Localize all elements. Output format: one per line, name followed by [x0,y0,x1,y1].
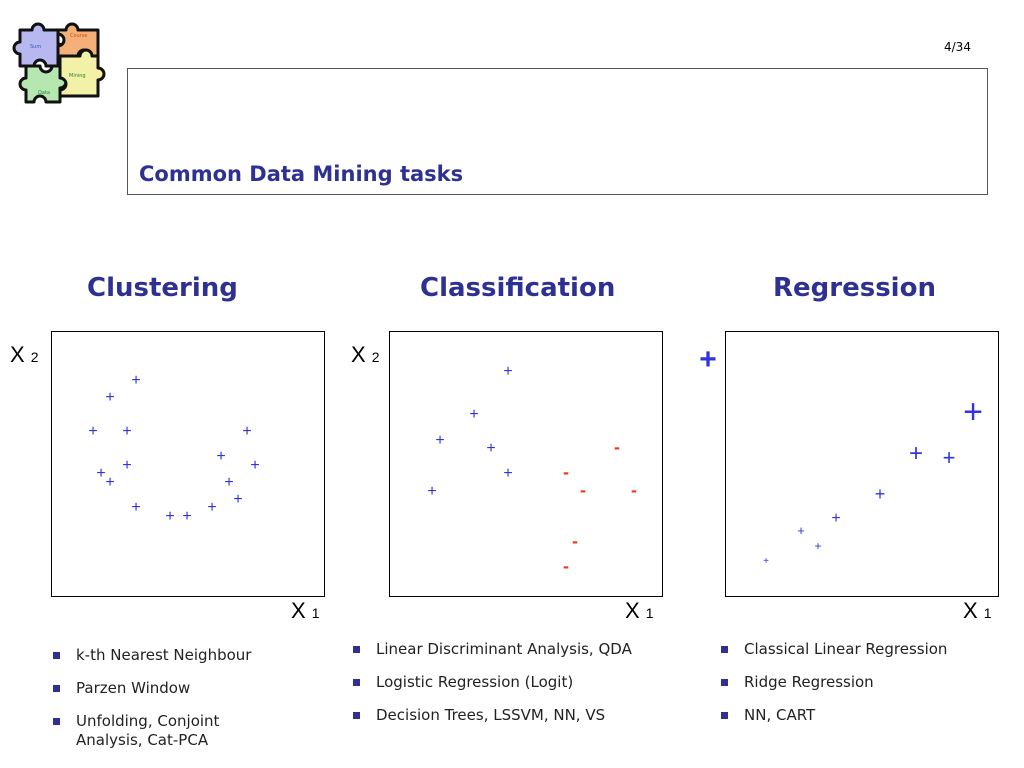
regression-plus-marker: + [697,343,721,376]
reg-point-plus: + [943,445,956,470]
svg-text:Mining: Mining [69,73,86,79]
regression-heading: Regression [773,273,936,303]
reg-point-plus: + [909,440,923,467]
svg-text:+: + [699,343,717,373]
cluster-point-plus: + [182,508,191,525]
classification-heading: Classification [420,273,616,303]
cluster-point-plus: + [88,423,97,440]
reg-point-plus: + [963,393,983,431]
class-point-plus: + [469,406,478,423]
list-item: Parzen Window [50,679,280,698]
class-point-minus: - [614,437,620,457]
clustering-methods-list: k-th Nearest Neighbour Parzen Window Unf… [50,646,280,764]
svg-text:Data: Data [38,90,50,96]
list-item: NN, CART [718,706,1008,725]
cluster-point-plus: + [122,423,131,440]
class-point-plus: + [503,363,512,380]
reg-point-plus: + [814,539,821,553]
cluster-point-plus: + [131,372,140,389]
cluster-point-plus: + [233,491,242,508]
cluster-point-plus: + [96,465,105,482]
reg-point-plus: + [831,510,840,527]
cluster-point-plus: + [242,423,251,440]
cluster-point-plus: + [216,448,225,465]
cluster-point-plus: + [105,389,114,406]
cluster-point-plus: + [207,499,216,516]
list-item: Linear Discriminant Analysis, QDA [350,640,680,659]
page-number: 4/34 [944,40,971,54]
class-point-plus: + [427,483,436,500]
cluster-point-plus: + [131,499,140,516]
list-item: Classical Linear Regression [718,640,1008,659]
svg-text:Course: Course [70,33,87,39]
reg-point-plus: + [763,556,769,567]
list-item: Logistic Regression (Logit) [350,673,680,692]
puzzle-logo: Sum Course Mining Data [8,8,116,116]
class-point-plus: + [486,440,495,457]
class-point-minus: - [563,556,569,576]
list-item: Decision Trees, LSSVM, NN, VS [350,706,680,725]
title-box: Common Data Mining tasks [127,68,988,195]
reg-point-plus: + [875,484,886,504]
reg-point-plus: + [797,523,805,538]
class-point-minus: - [580,480,586,500]
list-item: k-th Nearest Neighbour [50,646,280,665]
list-item: Unfolding, Conjoint Analysis, Cat-PCA [50,712,280,750]
class-point-plus: + [435,432,444,449]
class-point-plus: + [503,465,512,482]
slide-title: Common Data Mining tasks [139,162,464,186]
regression-methods-list: Classical Linear Regression Ridge Regres… [718,640,1008,739]
cluster-point-plus: + [224,474,233,491]
classification-plot: + + + + + + - - - - - - [389,331,663,597]
clustering-heading: Clustering [87,273,238,303]
class-point-minus: - [631,480,637,500]
class-point-minus: - [572,531,578,551]
clustering-plot: + + + + + + + + + + + + + + + + [51,331,325,597]
classification-methods-list: Linear Discriminant Analysis, QDA Logist… [350,640,680,739]
cluster-point-plus: + [105,474,114,491]
cluster-point-plus: + [165,508,174,525]
svg-text:Sum: Sum [30,44,41,50]
class-point-minus: - [563,462,569,482]
cluster-point-plus: + [250,457,259,474]
list-item: Ridge Regression [718,673,1008,692]
regression-plot: + + + + + + + + [725,331,999,597]
cluster-point-plus: + [122,457,131,474]
